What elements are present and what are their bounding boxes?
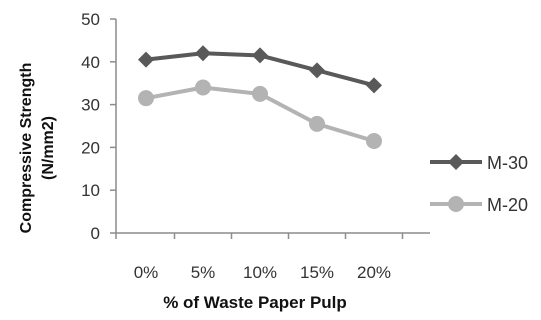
legend-item-m-30: M-30 [430, 153, 528, 173]
series-layer [138, 45, 382, 149]
legend-label: M-30 [487, 153, 528, 173]
legend-label: M-20 [487, 195, 528, 215]
data-point [252, 85, 268, 102]
y-tick-label: 20 [81, 138, 100, 157]
y-tick-label: 50 [81, 10, 100, 29]
data-point [195, 79, 211, 96]
data-point [366, 77, 382, 94]
x-tick-label: 0% [134, 263, 159, 282]
x-tick-label: 10% [243, 263, 277, 282]
data-point [309, 62, 325, 79]
legend: M-30 M-20 [430, 153, 528, 215]
y-axis-label-line2: (N/mm2) [40, 116, 57, 180]
series-m-20 [138, 79, 382, 149]
x-axis-ticks: 0% 5% 10% 15% 20% [115, 233, 404, 282]
x-tick-label: 20% [357, 263, 391, 282]
y-tick-label: 10 [81, 181, 100, 200]
data-point [195, 45, 211, 62]
data-point [138, 51, 154, 68]
y-tick-label: 30 [81, 96, 100, 115]
y-tick-label: 40 [81, 53, 100, 72]
y-axis-label-line1: Compressive Strength [18, 63, 35, 234]
data-point [252, 47, 268, 64]
series-m-30 [138, 45, 382, 94]
data-point [448, 196, 464, 212]
legend-item-m-20: M-20 [430, 195, 528, 215]
y-axis-ticks: 0 10 20 30 40 50 [81, 10, 116, 243]
data-point [309, 115, 325, 132]
data-point [448, 154, 464, 170]
y-tick-label: 0 [91, 224, 100, 243]
x-tick-label: 5% [191, 263, 216, 282]
x-axis-label: % of Waste Paper Pulp [163, 293, 347, 312]
data-point [138, 90, 154, 107]
data-point [366, 132, 382, 149]
axes [115, 19, 430, 234]
x-tick-label: 15% [300, 263, 334, 282]
